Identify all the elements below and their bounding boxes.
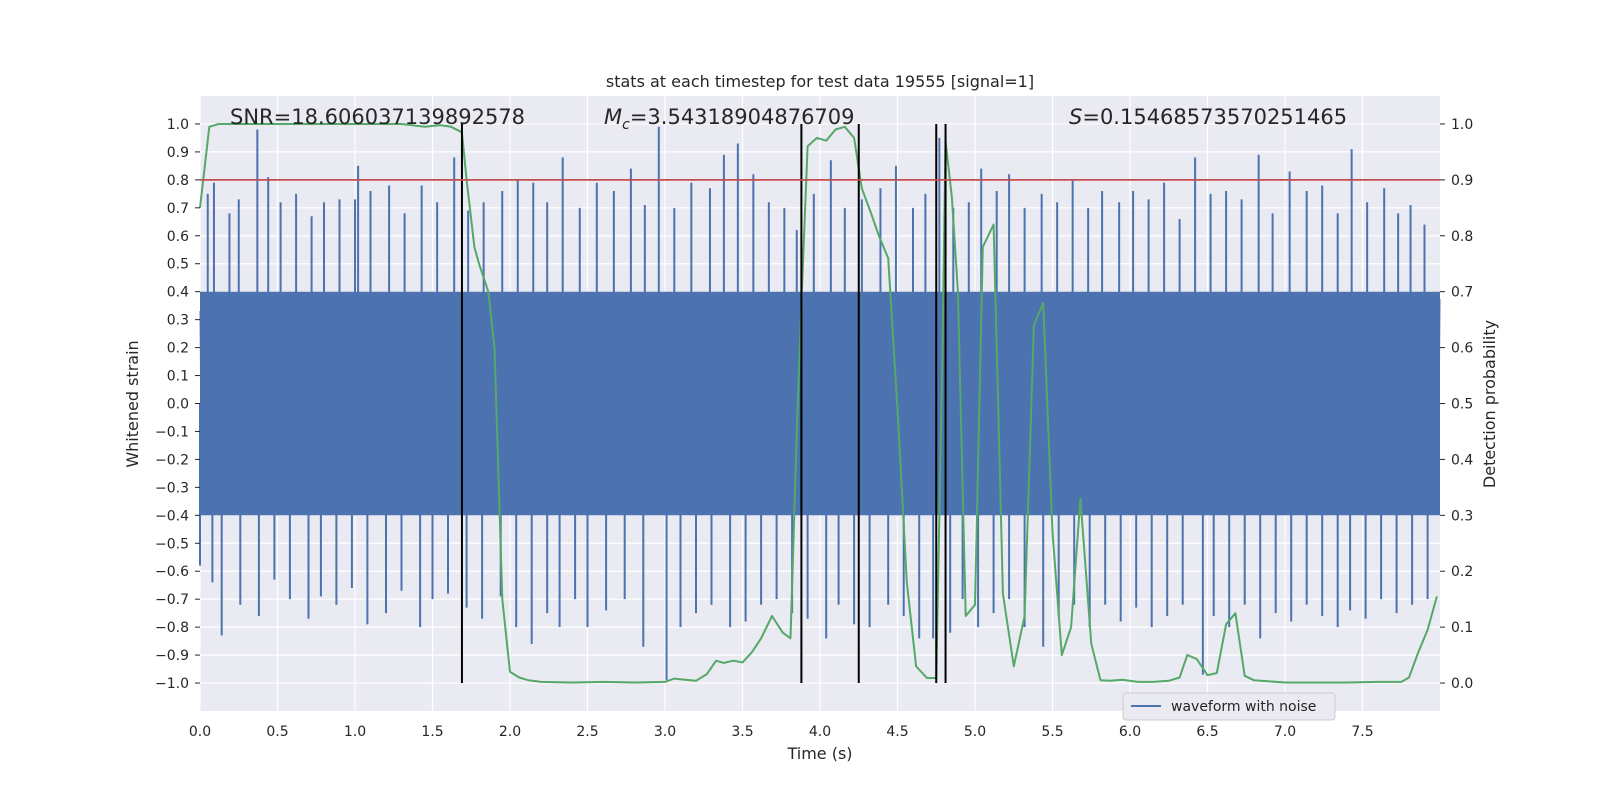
y-left-tick-label: 0.9 xyxy=(167,145,189,161)
y-left-tick-label: −0.7 xyxy=(155,592,189,608)
s-value: =0.15468573570251465 xyxy=(1082,105,1347,129)
x-axis-title: Time (s) xyxy=(786,744,852,763)
y-right-tick-label: 0.4 xyxy=(1451,452,1473,468)
y-left-tick-label: −0.3 xyxy=(155,480,189,496)
legend-box xyxy=(1122,692,1336,721)
y-right-tick-label: 0.2 xyxy=(1451,564,1473,580)
waveform-noise-trace xyxy=(199,292,1441,516)
y-left-tick-label: 0.3 xyxy=(167,313,189,329)
x-tick-label: 4.5 xyxy=(886,724,908,740)
y-left-tick-label: −0.1 xyxy=(155,424,189,440)
x-tick-label: 5.0 xyxy=(964,724,986,740)
y-left-tick-label: −0.5 xyxy=(155,536,189,552)
x-tick-label: 4.0 xyxy=(809,724,831,740)
y-left-tick-label: −1.0 xyxy=(155,676,189,692)
y-left-tick-label: −0.2 xyxy=(155,452,189,468)
x-tick-label: 1.0 xyxy=(344,724,366,740)
y-left-tick-label: 0.2 xyxy=(167,341,189,357)
x-tick-label: 3.0 xyxy=(654,724,676,740)
legend: waveform with noise xyxy=(1122,692,1336,721)
chirp-mass-value: =3.54318904876709 xyxy=(630,105,855,129)
x-tick-label: 5.5 xyxy=(1041,724,1063,740)
y-right-tick-label: 0.3 xyxy=(1451,508,1473,524)
waveform-series xyxy=(199,126,1441,681)
x-tick-label: 6.0 xyxy=(1119,724,1141,740)
y-axis-left-title: Whitened strain xyxy=(123,340,142,467)
s-symbol: S xyxy=(1069,105,1082,129)
x-tick-label: 7.5 xyxy=(1351,724,1373,740)
y-right-tick-label: 0.5 xyxy=(1451,397,1473,413)
y-right-tick-label: 0.6 xyxy=(1451,341,1473,357)
s-annotation: S=0.15468573570251465 xyxy=(1069,105,1347,129)
x-tick-label: 1.5 xyxy=(421,724,443,740)
x-tick-label: 0.5 xyxy=(266,724,288,740)
y-left-tick-label: −0.4 xyxy=(155,508,189,524)
event-markers xyxy=(460,123,947,684)
y-left-tick-label: −0.6 xyxy=(155,564,189,580)
y-axis-right-title: Detection probability xyxy=(1480,320,1499,488)
x-tick-label: 0.0 xyxy=(189,724,211,740)
y-left-tick-label: −0.9 xyxy=(155,648,189,664)
x-tick-label: 3.5 xyxy=(731,724,753,740)
y-left-tick-label: 0.0 xyxy=(167,397,189,413)
y-right-tick-label: 0.7 xyxy=(1451,285,1473,301)
chirp-mass-subscript: c xyxy=(622,117,630,133)
y-left-tick-label: 0.6 xyxy=(167,229,189,245)
chirp-mass-annotation: Mc=3.54318904876709 xyxy=(604,105,855,133)
chart-title: stats at each timestep for test data 195… xyxy=(606,72,1034,91)
y-right-tick-label: 1.0 xyxy=(1451,117,1473,133)
y-right-tick-label: 0.0 xyxy=(1451,676,1473,692)
y-left-tick-label: 0.5 xyxy=(167,257,189,273)
y-left-tick-label: 0.8 xyxy=(167,173,189,189)
y-left-tick-label: 1.0 xyxy=(167,117,189,133)
x-tick-label: 2.0 xyxy=(499,724,521,740)
x-tick-label: 7.0 xyxy=(1274,724,1296,740)
y-left-tick-label: −0.8 xyxy=(155,620,189,636)
detection-probability-line xyxy=(199,123,1438,684)
x-tick-label: 6.5 xyxy=(1196,724,1218,740)
y-left-tick-label: 0.4 xyxy=(167,285,189,301)
legend-label: waveform with noise xyxy=(1171,699,1316,715)
y-right-tick-label: 0.1 xyxy=(1451,620,1473,636)
detection-probability-series xyxy=(199,123,1438,684)
chirp-mass-symbol: M xyxy=(604,105,622,129)
axes: 0.0 0.5 1.0 1.5 2.0 2.5 3.0 3.5 4.0 4.5 5.0 5.5 6.0 6… xyxy=(155,117,1473,740)
y-left-tick-label: 0.1 xyxy=(167,369,189,385)
y-right-tick-label: 0.8 xyxy=(1451,229,1473,245)
y-right-tick-label: 0.9 xyxy=(1451,173,1473,189)
x-tick-label: 2.5 xyxy=(576,724,598,740)
y-left-tick-label: 0.7 xyxy=(167,201,189,217)
snr-annotation: SNR=18.606037139892578 xyxy=(230,105,525,129)
